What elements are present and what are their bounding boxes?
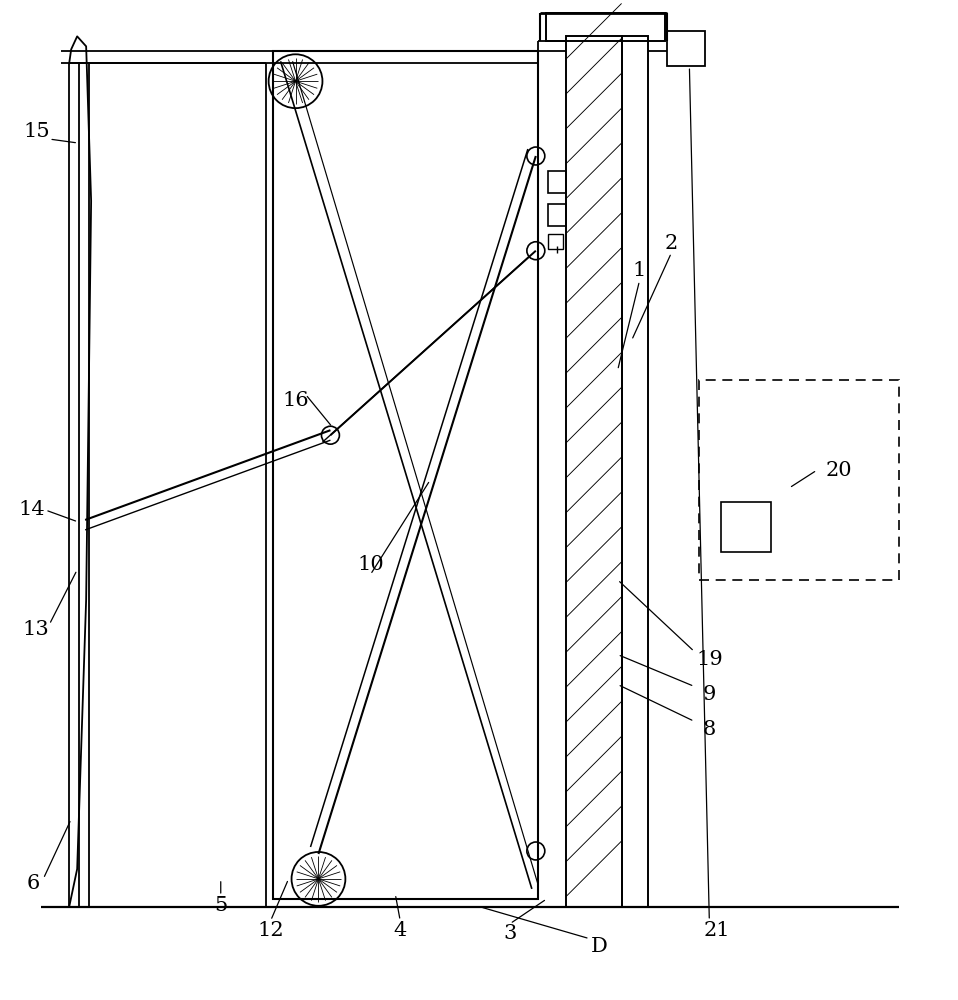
Text: 6: 6 xyxy=(27,874,40,893)
Text: 1: 1 xyxy=(633,261,647,280)
Text: 19: 19 xyxy=(696,650,722,669)
Bar xyxy=(548,171,566,193)
Text: 2: 2 xyxy=(665,234,678,253)
Bar xyxy=(622,36,648,907)
Text: 16: 16 xyxy=(283,391,308,410)
Text: 3: 3 xyxy=(503,924,516,943)
Bar xyxy=(548,204,566,226)
Text: D: D xyxy=(591,937,608,956)
Bar xyxy=(699,380,899,580)
Text: 14: 14 xyxy=(18,500,45,519)
Text: 4: 4 xyxy=(394,921,407,940)
Text: 15: 15 xyxy=(23,122,50,141)
Text: 13: 13 xyxy=(23,620,50,639)
Text: 12: 12 xyxy=(258,921,284,940)
Text: 20: 20 xyxy=(826,461,853,480)
Bar xyxy=(721,502,771,552)
Bar xyxy=(546,13,666,41)
Bar xyxy=(566,36,622,907)
Bar xyxy=(273,51,537,899)
Text: 10: 10 xyxy=(357,555,384,574)
Text: 21: 21 xyxy=(704,921,731,940)
Text: 9: 9 xyxy=(702,685,716,704)
Bar xyxy=(668,31,705,66)
Bar xyxy=(548,234,562,249)
Text: 8: 8 xyxy=(703,720,716,739)
Text: 5: 5 xyxy=(215,896,227,915)
